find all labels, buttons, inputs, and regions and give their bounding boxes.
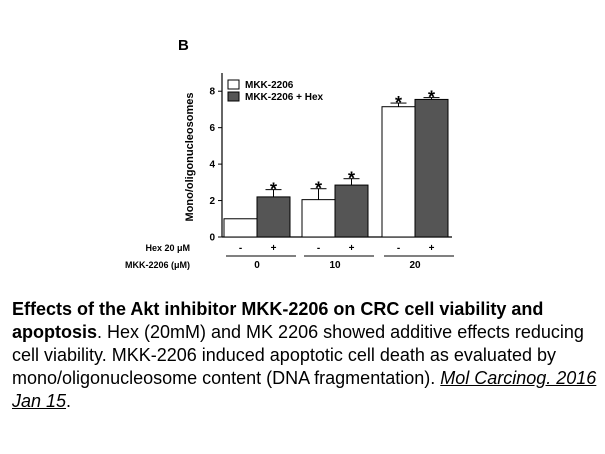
significance-star-0-20: * (395, 93, 402, 113)
hex-row-label: Hex 20 μM (145, 243, 190, 253)
x-tick-label-0: 0 (254, 260, 260, 271)
significance-star-1-10: * (348, 169, 355, 189)
bar-mkk-20 (381, 106, 416, 238)
significance-star-0-10: * (315, 179, 322, 199)
caption-end: . (66, 391, 72, 411)
legend-swatch-0 (227, 79, 240, 90)
panel-label: B (178, 37, 189, 54)
bar-mkk-hex-0 (256, 196, 291, 238)
x-tick-label-20: 20 (409, 260, 421, 271)
caption-title: Effects of the Akt inhibitor MKK-2206 on… (12, 299, 544, 342)
bar-chart: B Mono/oligonucleosomes 0 2 4 6 8 * * * * * MKK-2206… (125, 37, 454, 271)
bar-mkk-hex-20 (414, 98, 449, 238)
y-tick-label-4: 8 (209, 87, 215, 98)
bar-mkk-0 (223, 218, 258, 238)
legend-label-1: MKK-2206 + Hex (245, 92, 324, 103)
significance-star-1-0: * (270, 180, 277, 200)
hex-row-value-4: - (397, 243, 400, 254)
hex-row-value-1: + (271, 243, 277, 254)
hex-row-value-2: - (317, 243, 320, 254)
y-tick-label-1: 2 (209, 196, 215, 207)
citation-link[interactable]: Mol Carcinog. 2016 Jan 15 (12, 368, 597, 411)
legend-label-0: MKK-2206 (245, 80, 294, 91)
caption-body: . Hex (20mM) and MK 2206 showed additive… (12, 322, 584, 388)
legend-swatch-1 (227, 91, 240, 102)
hex-row-value-5: + (429, 243, 435, 254)
x-tick-label-10: 10 (329, 260, 341, 271)
hex-row-value-3: + (349, 243, 355, 254)
y-tick-label-0: 0 (209, 233, 215, 244)
bar-mkk-10 (301, 199, 336, 238)
significance-star-1-20: * (428, 88, 435, 108)
y-axis-label: Mono/oligonucleosomes (184, 93, 196, 222)
hex-row-value-0: - (239, 243, 242, 254)
figure-caption: Effects of the Akt inhibitor MKK-2206 on… (12, 298, 597, 413)
figure: B Mono/oligonucleosomes 0 2 4 6 8 * * * * * MKK-2206… (125, 37, 454, 271)
y-tick-label-3: 6 (209, 123, 215, 134)
mkk-row-label: MKK-2206 (μM) (125, 260, 190, 270)
y-tick-label-2: 4 (209, 160, 215, 171)
bar-mkk-hex-10 (334, 184, 369, 238)
